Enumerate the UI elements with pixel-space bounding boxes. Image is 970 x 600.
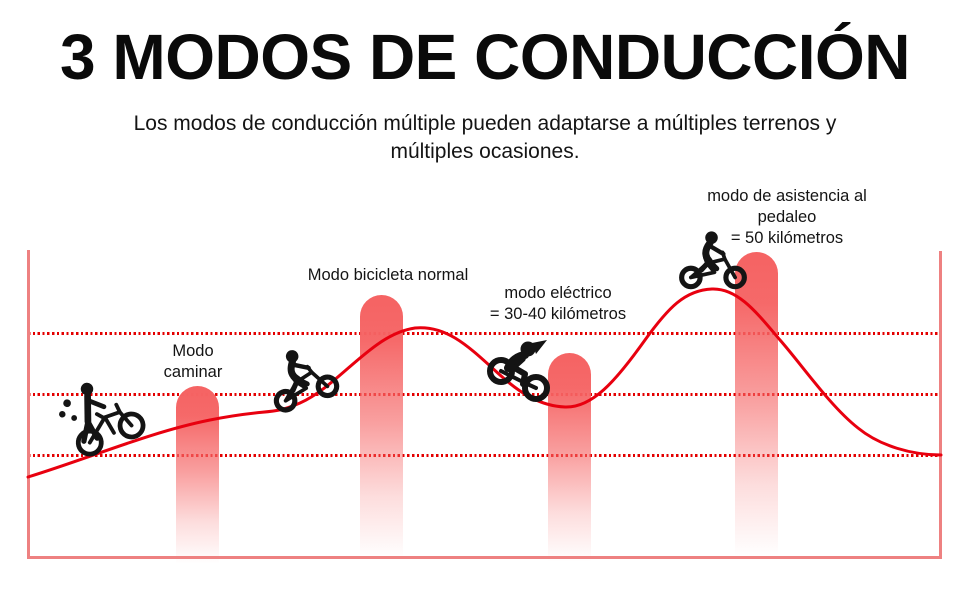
gridline-middle	[28, 393, 941, 396]
label-line: modo eléctrico	[504, 284, 612, 302]
electric-bike-icon	[487, 340, 550, 402]
range-bar-caminar	[176, 386, 219, 575]
label-line: Modo	[172, 342, 214, 360]
gridline-top	[28, 332, 941, 335]
label-line: caminar	[163, 363, 223, 381]
label-line: = 50 kilómetros	[730, 229, 844, 247]
range-bar-electrico	[548, 353, 591, 575]
label-line: Modo bicicleta normal	[307, 266, 469, 284]
pedal-assist-bike-icon	[679, 231, 747, 290]
subtitle-line-1: Los modos de conducción múltiple pueden …	[133, 112, 837, 135]
label-line: pedaleo	[757, 208, 817, 226]
label-line: = 30-40 kilómetros	[489, 305, 627, 323]
label-modo-caminar: Modo caminar	[123, 341, 263, 383]
gridline-bottom	[28, 454, 941, 457]
axis-right	[939, 251, 942, 559]
label-modo-asistencia-pedaleo: modo de asistencia al pedaleo = 50 kilóm…	[687, 186, 887, 249]
walking-with-bike-icon	[59, 382, 146, 457]
label-modo-bicicleta-normal: Modo bicicleta normal	[288, 265, 488, 286]
subtitle-line-2: múltiples ocasiones.	[390, 140, 580, 163]
range-bar-asistencia	[735, 252, 778, 575]
page-title: 3 MODOS DE CONDUCCIÓN	[60, 21, 911, 93]
axis-bottom	[27, 556, 942, 559]
page-subtitle: Los modos de conducción múltiple pueden …	[0, 110, 970, 166]
normal-bike-icon	[273, 350, 340, 413]
label-modo-electrico: modo eléctrico = 30-40 kilómetros	[458, 283, 658, 325]
label-line: modo de asistencia al	[707, 187, 867, 205]
axis-left	[27, 250, 30, 559]
